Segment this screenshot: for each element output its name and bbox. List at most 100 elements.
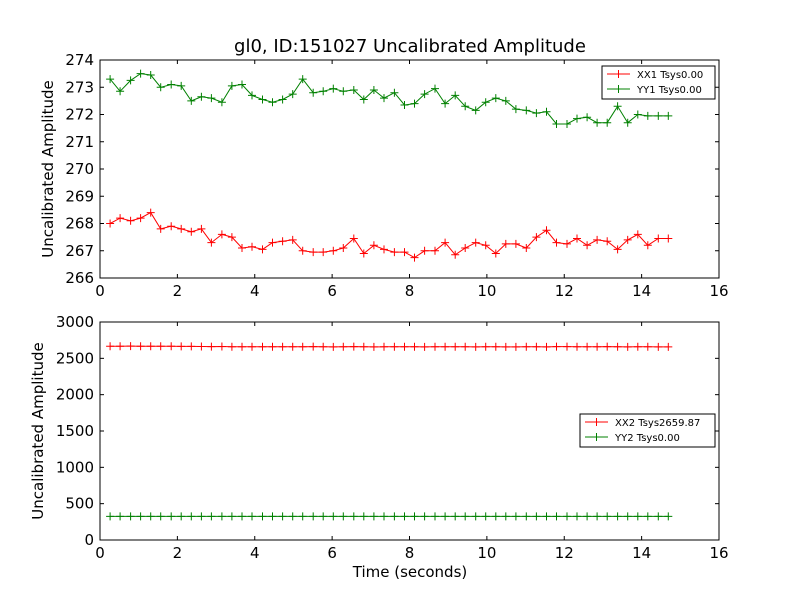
- bottom-plot-frame: [99, 321, 720, 541]
- top-data-point: [248, 91, 256, 100]
- y-tick-label: 1500: [56, 422, 94, 440]
- top-data-point: [593, 118, 602, 127]
- top-data-point: [167, 222, 176, 231]
- top-data-point: [116, 214, 125, 223]
- top-data-point: [563, 239, 571, 248]
- bottom-data-point: [542, 512, 551, 521]
- top-data-point: [522, 106, 531, 115]
- top-data-point: [288, 90, 297, 99]
- top-data-point: [319, 87, 328, 96]
- x-tick-label: 6: [327, 544, 337, 562]
- top-data-point: [461, 102, 470, 111]
- top-data-point: [410, 253, 419, 262]
- top-data-point: [258, 245, 267, 254]
- bottom-data-point: [187, 512, 196, 521]
- bottom-data-point: [603, 342, 612, 351]
- bottom-data-point: [238, 342, 246, 351]
- top-data-point: [369, 241, 378, 250]
- bottom-data-point: [522, 512, 531, 521]
- bottom-data-point: [288, 342, 297, 351]
- top-chart-panel: gl0, ID:151027 Uncalibrated Amplitude Un…: [39, 36, 729, 300]
- bottom-data-point: [116, 512, 125, 521]
- top-data-point: [481, 98, 490, 107]
- bottom-data-point: [511, 342, 520, 351]
- top-data-point: [319, 248, 328, 257]
- bottom-data-point: [511, 512, 520, 521]
- top-data-point: [156, 224, 165, 233]
- bottom-data-point: [583, 342, 592, 351]
- top-data-point: [664, 234, 673, 243]
- top-data-point: [349, 234, 358, 243]
- x-tick-label: 4: [250, 282, 260, 300]
- bottom-data-point: [664, 342, 673, 351]
- bottom-data-point: [298, 342, 307, 351]
- bottom-data-point: [309, 512, 318, 521]
- x-tick-label: 12: [555, 544, 574, 562]
- y-tick-label: 2500: [56, 349, 94, 367]
- top-data-point: [146, 71, 155, 79]
- top-data-point: [258, 95, 267, 104]
- top-data-point: [106, 75, 115, 84]
- bottom-data-point: [420, 342, 429, 351]
- bottom-data-point: [573, 512, 581, 521]
- top-data-point: [420, 246, 429, 255]
- x-axis-label: Time (seconds): [352, 563, 468, 581]
- top-data-point: [268, 98, 277, 107]
- top-data-point: [501, 239, 510, 248]
- bottom-data-point: [217, 512, 226, 521]
- x-tick-label: 8: [405, 544, 415, 562]
- bottom-data-point: [278, 342, 287, 351]
- top-data-point: [431, 84, 439, 93]
- top-data-point: [349, 86, 358, 94]
- bottom-data-point: [431, 342, 439, 351]
- top-data-point: [511, 105, 520, 114]
- bottom-data-point: [481, 512, 490, 521]
- bottom-data-point: [238, 512, 246, 521]
- top-data-point: [248, 242, 256, 251]
- legend-marker-xx2: [592, 418, 601, 426]
- y-tick-label: 500: [65, 495, 94, 513]
- bottom-data-point: [522, 342, 531, 351]
- top-data-point: [339, 87, 348, 96]
- bottom-data-point: [491, 512, 500, 521]
- bottom-data-point: [359, 512, 368, 521]
- top-data-point: [583, 113, 592, 122]
- bottom-data-point: [532, 342, 541, 351]
- x-tick-label: 10: [477, 544, 496, 562]
- top-data-point: [410, 99, 419, 108]
- top-data-point: [217, 230, 226, 239]
- bottom-data-point: [400, 512, 409, 521]
- x-tick-label: 6: [327, 282, 337, 300]
- y-tick-label: 268: [65, 215, 94, 233]
- y-tick-label: 3000: [56, 313, 94, 331]
- y-tick-label: 269: [65, 187, 94, 205]
- top-data-point: [177, 81, 186, 90]
- legend-marker-yy1: [614, 85, 623, 93]
- bottom-data-point: [369, 342, 378, 351]
- legend-marker-xx1: [614, 70, 623, 78]
- bottom-data-point: [643, 512, 652, 521]
- bottom-data-point: [359, 342, 368, 351]
- bottom-data-point: [501, 342, 510, 351]
- bottom-data-point: [258, 342, 267, 351]
- top-data-point: [136, 69, 145, 78]
- bottom-data-point: [532, 512, 541, 521]
- bottom-data-point: [573, 342, 581, 351]
- top-data-point: [227, 81, 236, 90]
- top-data-point: [613, 102, 622, 111]
- bottom-data-point: [349, 342, 358, 351]
- legend-label-yy2: YY2 Tsys0.00: [614, 433, 680, 444]
- top-data-point: [288, 235, 297, 244]
- y-tick-label: 270: [65, 160, 94, 178]
- top-y-axis-label: Uncalibrated Amplitude: [39, 80, 57, 257]
- top-data-point: [400, 101, 409, 109]
- bottom-data-point: [552, 512, 561, 521]
- bottom-chart-panel: Uncalibrated Amplitude Time (seconds) 0 2…: [29, 313, 729, 581]
- x-tick-label: 16: [709, 282, 728, 300]
- bottom-data-point: [248, 512, 256, 521]
- bottom-data-point: [633, 512, 642, 521]
- bottom-data-point: [410, 512, 419, 521]
- bottom-data-point: [390, 342, 399, 351]
- top-data-point: [451, 250, 460, 259]
